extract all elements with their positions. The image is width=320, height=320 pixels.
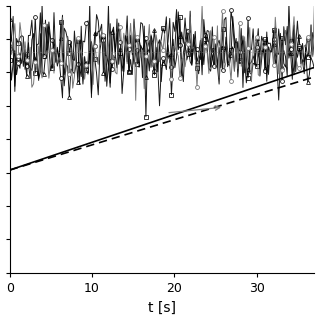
- X-axis label: t [s]: t [s]: [148, 300, 176, 315]
